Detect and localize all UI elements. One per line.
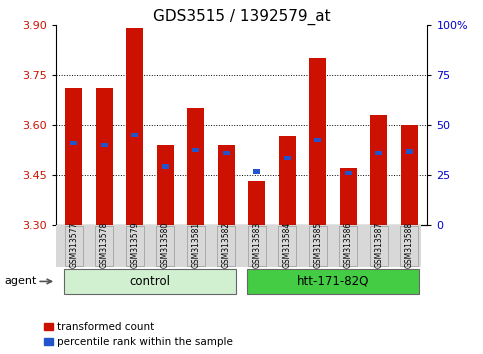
Bar — [96, 88, 113, 225]
Bar — [66, 88, 82, 225]
Text: GSM313582: GSM313582 — [222, 222, 231, 268]
Bar — [248, 182, 265, 225]
FancyBboxPatch shape — [247, 269, 419, 294]
Text: GSM313586: GSM313586 — [344, 222, 353, 268]
FancyBboxPatch shape — [64, 269, 236, 294]
FancyBboxPatch shape — [309, 225, 327, 267]
Text: control: control — [129, 275, 170, 288]
Legend: transformed count, percentile rank within the sample: transformed count, percentile rank withi… — [44, 322, 233, 347]
FancyBboxPatch shape — [95, 225, 114, 267]
FancyBboxPatch shape — [278, 225, 296, 267]
Bar — [284, 156, 291, 160]
Bar — [223, 151, 230, 155]
FancyBboxPatch shape — [339, 225, 357, 267]
Text: GSM313588: GSM313588 — [405, 222, 413, 268]
Bar — [314, 138, 321, 142]
Bar — [157, 145, 174, 225]
FancyBboxPatch shape — [248, 225, 266, 267]
Bar — [253, 169, 260, 174]
FancyBboxPatch shape — [187, 225, 205, 267]
Text: GSM313587: GSM313587 — [374, 222, 383, 268]
Text: htt-171-82Q: htt-171-82Q — [297, 275, 369, 288]
Bar — [340, 168, 356, 225]
Text: GDS3515 / 1392579_at: GDS3515 / 1392579_at — [153, 9, 330, 25]
FancyBboxPatch shape — [65, 225, 83, 267]
Bar — [192, 148, 199, 152]
Bar — [162, 164, 169, 169]
FancyBboxPatch shape — [369, 225, 388, 267]
Bar — [127, 28, 143, 225]
Bar — [375, 151, 382, 155]
FancyBboxPatch shape — [126, 225, 144, 267]
Bar — [309, 58, 326, 225]
Bar — [71, 141, 77, 145]
FancyBboxPatch shape — [156, 225, 174, 267]
FancyBboxPatch shape — [400, 225, 418, 267]
Text: GSM313578: GSM313578 — [100, 222, 109, 268]
Bar — [218, 145, 235, 225]
Text: GSM313580: GSM313580 — [161, 222, 170, 268]
Text: GSM313581: GSM313581 — [191, 222, 200, 268]
Bar — [187, 108, 204, 225]
Bar — [370, 115, 387, 225]
Bar — [401, 125, 417, 225]
Bar — [406, 149, 412, 154]
Bar — [345, 171, 352, 175]
FancyBboxPatch shape — [217, 225, 235, 267]
Text: GSM313579: GSM313579 — [130, 222, 139, 268]
Text: GSM313584: GSM313584 — [283, 222, 292, 268]
Bar — [279, 136, 296, 225]
Text: GSM313577: GSM313577 — [70, 222, 78, 268]
Text: GSM313585: GSM313585 — [313, 222, 322, 268]
Bar — [101, 143, 108, 147]
Bar — [131, 133, 138, 137]
Text: GSM313583: GSM313583 — [252, 222, 261, 268]
Text: agent: agent — [5, 276, 37, 286]
